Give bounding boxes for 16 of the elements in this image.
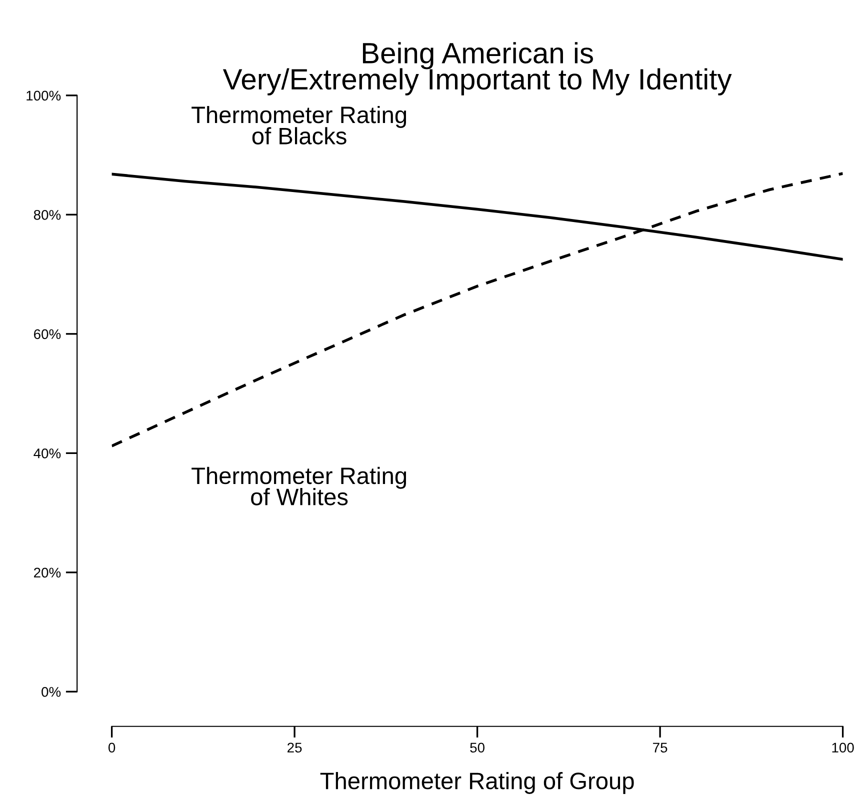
x-tick-label: 50 bbox=[470, 742, 484, 753]
series-label: Thermometer Rating of Blacks bbox=[192, 106, 406, 144]
y-tick-label: 100% bbox=[26, 90, 61, 101]
x-tick-label: 75 bbox=[653, 742, 668, 753]
y-tick-label: 80% bbox=[34, 210, 61, 220]
y-tick-label: 60% bbox=[34, 329, 61, 340]
y-tick-label: 0% bbox=[42, 686, 61, 697]
x-tick-label: 100 bbox=[832, 742, 854, 753]
x-axis-title: Thermometer Rating of Group bbox=[320, 772, 634, 794]
x-tick-label: 0 bbox=[108, 742, 116, 753]
text: Thermometer Rating of Whites bbox=[192, 466, 406, 506]
chart-title: Being American is Very/Extremely Important to My Identity bbox=[222, 42, 732, 96]
x-tick-label: 25 bbox=[288, 742, 302, 753]
line-series bbox=[112, 172, 843, 448]
y-tick-label: 20% bbox=[34, 568, 61, 578]
y-tick-label: 40% bbox=[34, 448, 61, 458]
